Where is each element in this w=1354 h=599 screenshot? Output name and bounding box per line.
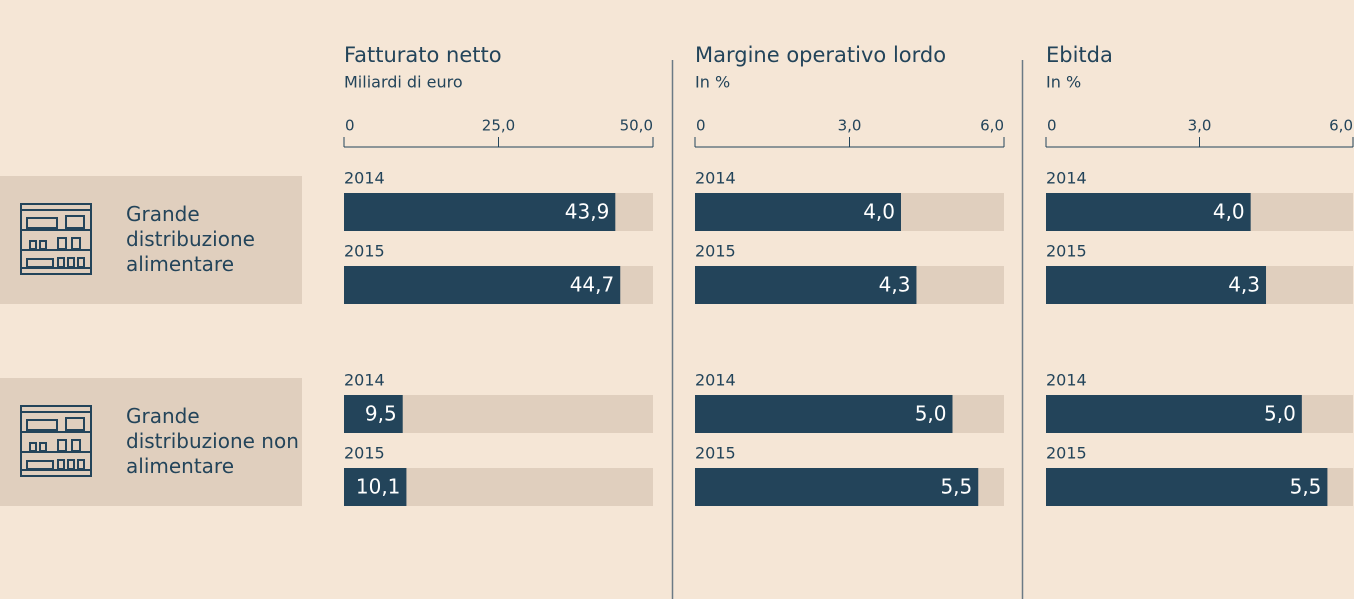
year-label: 2014 xyxy=(1046,371,1087,390)
row-label: Grande distribuzione alimentare xyxy=(126,202,255,276)
bar xyxy=(695,395,953,433)
row-band xyxy=(0,176,302,304)
bar xyxy=(695,468,979,506)
value-label: 44,7 xyxy=(570,273,615,297)
bar xyxy=(1046,468,1328,506)
x-tick-label: 0 xyxy=(1047,117,1057,135)
x-tick-label: 6,0 xyxy=(1329,117,1353,135)
value-label: 5,5 xyxy=(1290,475,1322,499)
shelf-icon xyxy=(20,203,92,275)
bar xyxy=(344,395,403,433)
value-label: 4,0 xyxy=(863,200,895,224)
bar xyxy=(1046,266,1267,304)
row-band xyxy=(0,378,302,506)
x-tick-label: 50,0 xyxy=(620,117,653,135)
row-label: Grande distribuzione non alimentare xyxy=(126,404,299,478)
panel-subtitle: In % xyxy=(1046,73,1081,92)
bar xyxy=(1046,395,1302,433)
year-label: 2015 xyxy=(344,242,385,261)
year-label: 2014 xyxy=(695,371,736,390)
year-label: 2014 xyxy=(344,371,385,390)
x-tick-label: 0 xyxy=(345,117,355,135)
value-label: 9,5 xyxy=(365,402,397,426)
bar xyxy=(344,266,621,304)
bar xyxy=(695,266,917,304)
x-tick-label: 3,0 xyxy=(1188,117,1212,135)
value-label: 4,3 xyxy=(1228,273,1260,297)
value-label: 10,1 xyxy=(356,475,401,499)
year-label: 2015 xyxy=(695,242,736,261)
value-label: 5,5 xyxy=(940,475,972,499)
value-label: 4,0 xyxy=(1213,200,1245,224)
x-tick-label: 6,0 xyxy=(980,117,1004,135)
year-label: 2015 xyxy=(1046,444,1087,463)
value-label: 5,0 xyxy=(915,402,947,426)
year-label: 2015 xyxy=(344,444,385,463)
panel-subtitle: In % xyxy=(695,73,730,92)
panel-title: Fatturato netto xyxy=(344,43,502,67)
bar xyxy=(1046,193,1251,231)
panel-subtitle: Miliardi di euro xyxy=(344,73,463,92)
shelf-icon xyxy=(20,405,92,477)
year-label: 2015 xyxy=(695,444,736,463)
year-label: 2014 xyxy=(344,169,385,188)
value-label: 43,9 xyxy=(565,200,610,224)
panel-title: Margine operativo lordo xyxy=(695,43,946,67)
x-tick-label: 0 xyxy=(696,117,706,135)
bar xyxy=(344,193,616,231)
year-label: 2014 xyxy=(1046,169,1087,188)
x-tick-label: 25,0 xyxy=(482,117,515,135)
x-tick-label: 3,0 xyxy=(838,117,862,135)
bar xyxy=(695,193,901,231)
value-label: 5,0 xyxy=(1264,402,1296,426)
bar xyxy=(344,468,407,506)
year-label: 2015 xyxy=(1046,242,1087,261)
panel-title: Ebitda xyxy=(1046,43,1113,67)
year-label: 2014 xyxy=(695,169,736,188)
value-label: 4,3 xyxy=(879,273,911,297)
